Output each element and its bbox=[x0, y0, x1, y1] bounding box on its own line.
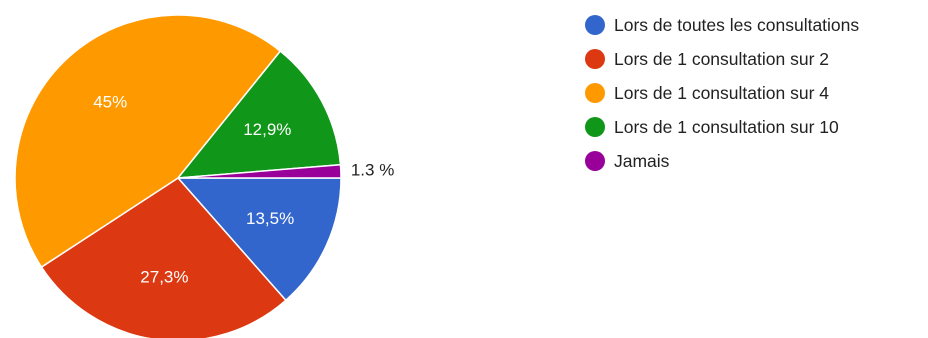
pie-slice-2 bbox=[40, 177, 287, 338]
slice-value-label-2: 27,3% bbox=[140, 268, 188, 287]
pie-slice-4 bbox=[176, 50, 342, 179]
pie-chart: 13,5% 27,3% 45% 12,9% 1.3 % bbox=[14, 14, 394, 338]
pie-slice-3 bbox=[14, 14, 282, 269]
slice-value-label-1: 13,5% bbox=[246, 209, 294, 228]
legend-swatch-icon bbox=[585, 117, 605, 137]
legend-item-5: Jamais bbox=[585, 144, 859, 178]
slice-value-label-4: 12,9% bbox=[243, 120, 291, 139]
legend-item-2: Lors de 1 consultation sur 2 bbox=[585, 42, 859, 76]
slice-value-label-5: 1.3 % bbox=[351, 160, 394, 179]
legend-label: Lors de 1 consultation sur 2 bbox=[614, 48, 829, 69]
legend-swatch-icon bbox=[585, 15, 605, 35]
legend-item-1: Lors de toutes les consultations bbox=[585, 8, 859, 42]
legend-label: Jamais bbox=[614, 150, 670, 171]
legend-label: Lors de 1 consultation sur 4 bbox=[614, 82, 829, 103]
legend-label: Lors de toutes les consultations bbox=[614, 14, 860, 35]
legend-swatch-icon bbox=[585, 49, 605, 69]
legend-item-4: Lors de 1 consultation sur 10 bbox=[585, 110, 859, 144]
legend-label: Lors de 1 consultation sur 10 bbox=[614, 116, 839, 137]
legend: Lors de toutes les consultations Lors de … bbox=[585, 8, 859, 178]
pie-slice-5 bbox=[177, 163, 342, 179]
slice-value-label-3: 45% bbox=[93, 93, 127, 112]
legend-swatch-icon bbox=[585, 83, 605, 103]
legend-item-3: Lors de 1 consultation sur 4 bbox=[585, 76, 859, 110]
pie-slice-1 bbox=[176, 177, 342, 302]
legend-swatch-icon bbox=[585, 151, 605, 171]
